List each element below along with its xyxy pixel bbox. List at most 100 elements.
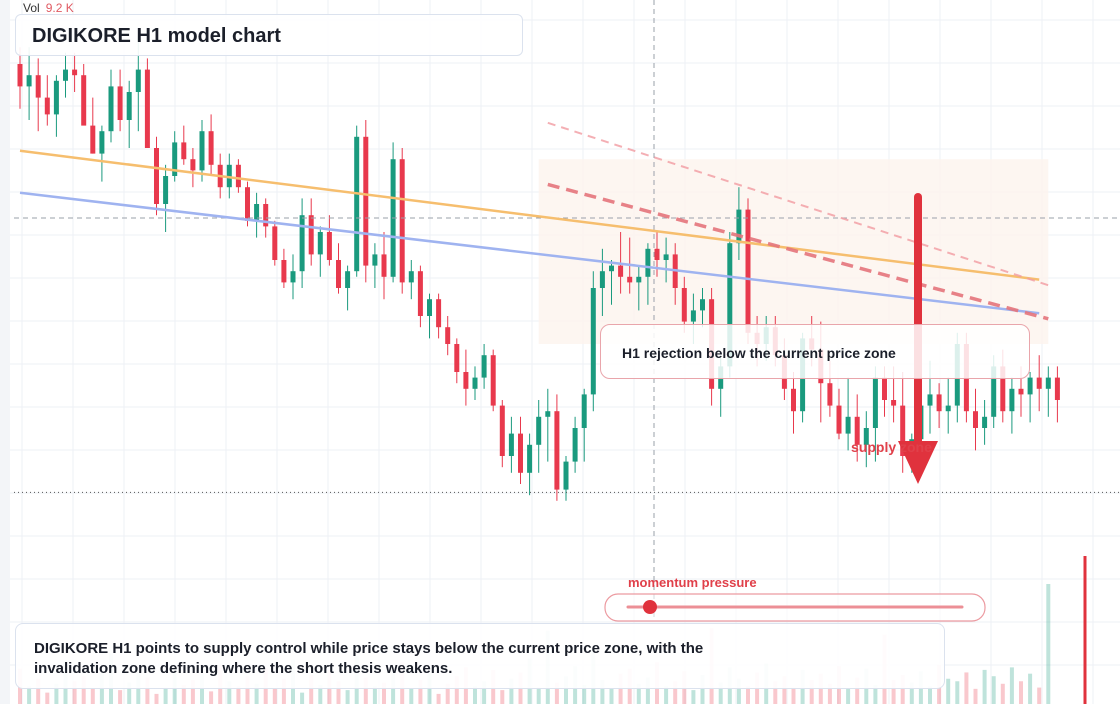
candle-body [581,394,587,428]
candle-body [499,405,505,456]
candle-body [563,461,569,490]
volume-bar [336,681,341,704]
summary-text: DIGIKORE H1 points to supply control whi… [34,640,704,677]
candle-body [836,405,842,434]
volume-bar [445,683,450,704]
volume-bar [1009,667,1014,704]
candle-body [72,69,78,76]
volume-bar [746,686,750,704]
volume-bar [154,693,159,704]
candle-body [645,248,651,277]
candle-body [308,215,314,255]
volume-bar [436,693,441,704]
volume-bar [928,686,932,704]
volume-bar [372,686,377,704]
volume-bar [254,683,259,704]
candle-body [354,136,360,272]
candle-body [108,86,114,132]
candle-body [208,131,214,165]
candle-body [991,366,997,417]
candle-body [572,428,578,462]
candle-body [1045,377,1051,389]
candle-body [154,148,159,204]
volume-bar [482,681,487,704]
chart-title: DIGIKORE H1 model chart [32,25,281,47]
candle-body [363,136,369,266]
volume-bar [873,685,878,704]
volume-bar [145,677,150,704]
candle-body [727,243,733,367]
volume-bar [500,690,505,704]
volume-bar [718,682,723,704]
volume-bar [855,677,860,704]
candle-body [545,411,551,417]
resistance-dashed-line [547,121,1049,287]
volume-bar [827,683,832,704]
candle-body [317,232,323,255]
volume-bar [791,687,796,704]
candle-body [882,377,887,400]
rejection-callout: H1 rejection below the current price zon… [600,324,1030,379]
candle-body [863,428,869,445]
candle-body [736,209,742,244]
volume-bar [245,676,250,704]
candle-body [681,288,687,322]
volume-bar [309,674,314,704]
candle-body [144,69,150,148]
price-levels [14,0,1120,620]
volume-bar [1028,673,1033,704]
momentum-label: momentum pressure [628,575,757,590]
volume-bar [409,688,414,704]
candle-body [345,271,351,288]
resistance-dashed-line [547,182,1049,321]
trendlines [19,121,1049,321]
candle-body [900,405,906,456]
candle-body [417,271,423,316]
candle-body [827,383,833,406]
candle-body [17,64,23,87]
candle-body [654,248,660,260]
volume-bar [736,678,741,704]
trendline [19,191,1040,315]
volume-bar [536,687,541,704]
candle-body [44,97,50,115]
candle-body [945,405,951,412]
volume-bar [118,690,123,704]
volume-bar [809,680,814,704]
candle-body [518,433,523,473]
candle-body [372,254,378,266]
volume-bar [1019,681,1023,704]
candle-body [26,75,32,87]
candle-body [618,265,624,277]
candle-body [1036,377,1042,389]
volume-bar [554,682,559,704]
volume-bar [645,677,650,704]
candle-body [53,80,59,115]
volume-bar [363,677,368,704]
candle-body [481,355,487,378]
volume-bar [691,690,696,704]
candle-body [281,260,287,283]
volume-bar [509,678,514,704]
volume-bar [236,686,241,704]
candle-body [463,372,469,389]
candle-body [181,142,187,160]
candle-body [299,215,305,272]
volume-bar [345,690,350,704]
candle-body [973,411,978,428]
candles [17,36,1060,501]
candle-body [272,226,278,260]
candle-body [1000,366,1006,412]
candle-body [63,69,68,81]
candle-body [263,204,269,227]
volume-bar [72,681,77,704]
volume-bar [846,688,851,704]
candle-body [472,377,478,389]
volume-bar [964,672,969,704]
candle-body [235,164,241,188]
candle-body [190,159,196,171]
candle-body [381,254,387,277]
candle-body [508,433,514,456]
volume-bar [564,676,568,704]
momentum-handle [643,600,657,614]
